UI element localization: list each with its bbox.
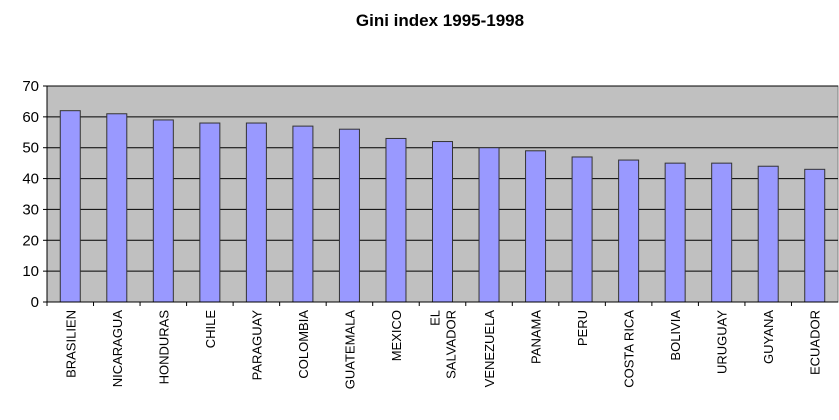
- bar: [664, 162, 686, 303]
- bar: [385, 137, 407, 303]
- x-tick-label: GUATEMALA: [342, 310, 357, 390]
- x-tick-label: BRASILIEN: [63, 310, 78, 378]
- bar: [711, 162, 733, 303]
- bar: [106, 113, 128, 303]
- y-tick-label: 50: [22, 140, 39, 157]
- bar: [292, 125, 314, 303]
- x-tick-label: GUYANA: [761, 310, 776, 364]
- x-tick-label: VENEZUELA: [482, 310, 497, 388]
- x-tick-label: MEXICO: [389, 310, 404, 361]
- bar: [618, 159, 640, 303]
- bar: [525, 150, 547, 303]
- y-tick-label: 10: [22, 263, 39, 280]
- y-tick-label: 0: [31, 294, 39, 311]
- x-tick-label: COSTA RICA: [622, 310, 637, 388]
- bar: [571, 156, 593, 303]
- bar: [804, 168, 826, 303]
- bar: [338, 128, 360, 303]
- bar: [478, 147, 500, 303]
- y-tick-label: 40: [22, 171, 39, 188]
- x-tick-label: NICARAGUA: [110, 310, 125, 388]
- x-tick-label: ECUADOR: [808, 310, 823, 375]
- x-tick-label: COLOMBIA: [296, 310, 311, 379]
- x-tick-label: PANAMA: [529, 310, 544, 364]
- bar: [757, 165, 779, 303]
- x-tick-label: PARAGUAY: [249, 310, 264, 381]
- x-tick-label: URUGUAY: [715, 310, 730, 374]
- chart-title: Gini index 1995-1998: [356, 11, 524, 30]
- bar: [199, 122, 221, 303]
- x-tick-label: ELSALVADOR: [428, 310, 459, 379]
- bar: [245, 122, 267, 303]
- y-tick-label: 60: [22, 109, 39, 126]
- bar: [152, 119, 174, 303]
- y-tick-label: 20: [22, 232, 39, 249]
- bar: [432, 141, 453, 303]
- y-tick-label: 30: [22, 201, 39, 218]
- x-tick-label: HONDURAS: [156, 310, 171, 385]
- x-tick-label: BOLIVIA: [668, 310, 683, 361]
- bar: [59, 110, 81, 303]
- y-tick-label: 70: [22, 78, 39, 95]
- x-tick-label: CHILE: [203, 310, 218, 349]
- x-tick-label: PERU: [575, 310, 590, 346]
